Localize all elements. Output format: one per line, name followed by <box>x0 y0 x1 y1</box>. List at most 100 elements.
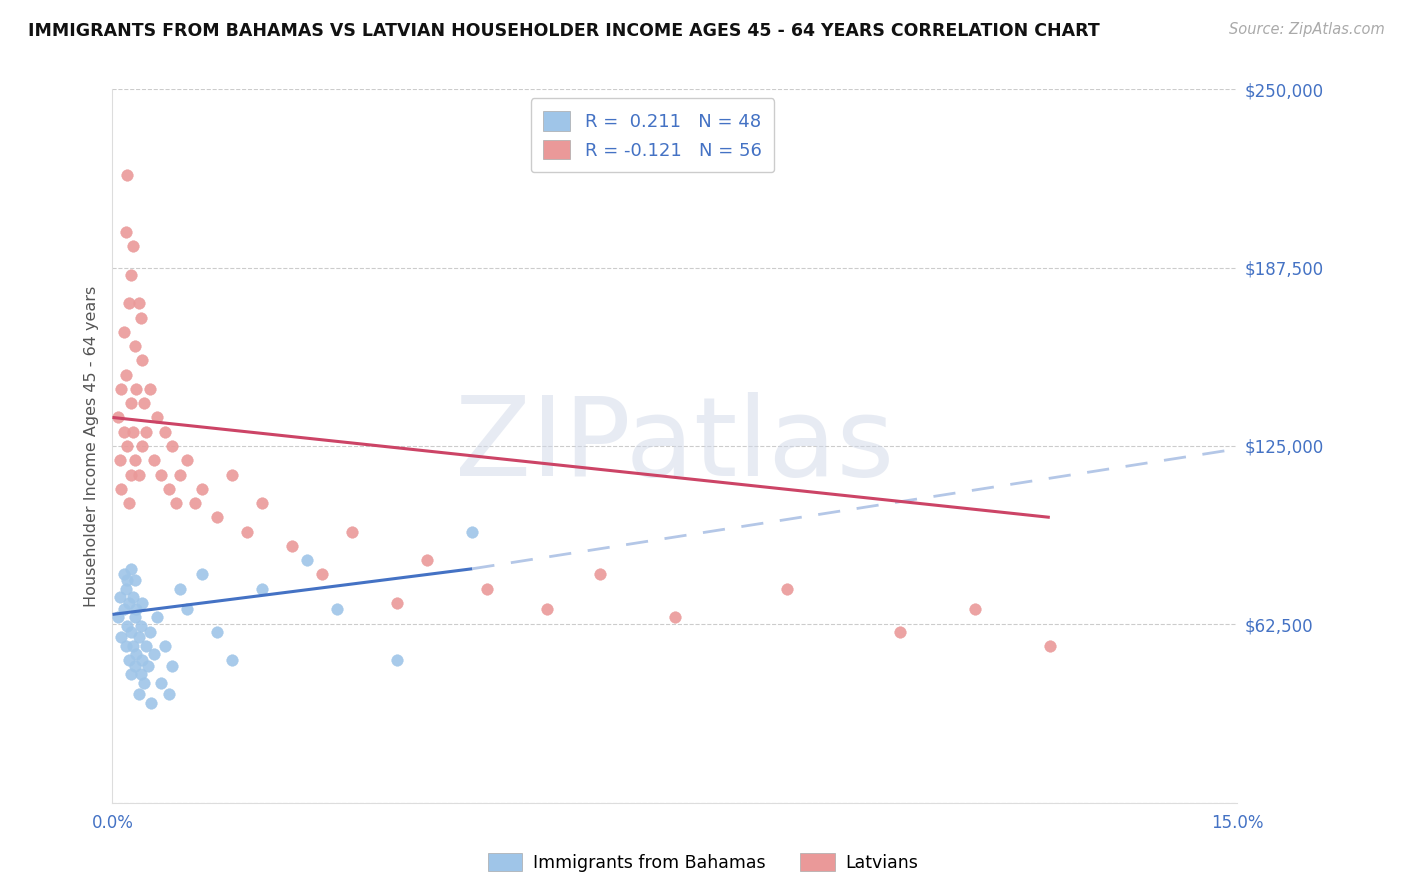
Point <box>176 601 198 615</box>
Point <box>141 696 163 710</box>
Point <box>107 410 129 425</box>
Point <box>125 601 148 615</box>
Point <box>112 567 135 582</box>
Text: IMMIGRANTS FROM BAHAMAS VS LATVIAN HOUSEHOLDER INCOME AGES 45 - 64 YEARS CORRELA: IMMIGRANTS FROM BAHAMAS VS LATVIAN HOUSE… <box>28 22 1099 40</box>
Point <box>115 582 138 596</box>
Point <box>281 539 304 553</box>
Point <box>142 648 165 662</box>
Point <box>132 676 155 690</box>
Point <box>589 567 612 582</box>
Point <box>135 425 157 439</box>
Point <box>311 567 333 582</box>
Point <box>118 596 141 610</box>
Point <box>776 582 799 596</box>
Point <box>120 624 142 639</box>
Point <box>120 467 142 482</box>
Point <box>165 496 187 510</box>
Point <box>150 467 173 482</box>
Point <box>153 639 176 653</box>
Point <box>128 467 150 482</box>
Point <box>461 524 484 539</box>
Point <box>536 601 558 615</box>
Point <box>115 368 138 382</box>
Point <box>131 653 153 667</box>
Point <box>112 325 135 339</box>
Point <box>117 168 139 182</box>
Point <box>129 310 152 325</box>
Legend: R =  0.211   N = 48, R = -0.121   N = 56: R = 0.211 N = 48, R = -0.121 N = 56 <box>530 98 775 172</box>
Point <box>252 582 274 596</box>
Point <box>110 482 132 496</box>
Point <box>118 296 141 310</box>
Point <box>387 596 409 610</box>
Point <box>129 619 152 633</box>
Point <box>129 667 152 681</box>
Point <box>107 610 129 624</box>
Point <box>118 496 141 510</box>
Point <box>120 667 142 681</box>
Text: Source: ZipAtlas.com: Source: ZipAtlas.com <box>1229 22 1385 37</box>
Point <box>128 630 150 644</box>
Point <box>122 425 145 439</box>
Point <box>128 687 150 701</box>
Point <box>191 482 214 496</box>
Point <box>117 573 139 587</box>
Point <box>110 630 132 644</box>
Point <box>124 658 146 673</box>
Point <box>132 396 155 410</box>
Point <box>118 653 141 667</box>
Point <box>169 582 191 596</box>
Point <box>128 296 150 310</box>
Point <box>176 453 198 467</box>
Text: ZIPatlas: ZIPatlas <box>456 392 894 500</box>
Point <box>124 610 146 624</box>
Point <box>252 496 274 510</box>
Point <box>326 601 349 615</box>
Point <box>150 676 173 690</box>
Point <box>120 562 142 576</box>
Point <box>297 553 319 567</box>
Point <box>122 591 145 605</box>
Point <box>117 439 139 453</box>
Point <box>963 601 986 615</box>
Point <box>146 610 169 624</box>
Point <box>122 639 145 653</box>
Point <box>191 567 214 582</box>
Point <box>342 524 364 539</box>
Point <box>117 619 139 633</box>
Point <box>115 225 138 239</box>
Point <box>124 453 146 467</box>
Point <box>221 653 243 667</box>
Point <box>120 396 142 410</box>
Point <box>664 610 686 624</box>
Point <box>162 439 184 453</box>
Point <box>115 639 138 653</box>
Point <box>169 467 191 482</box>
Point <box>221 467 243 482</box>
Point <box>108 591 131 605</box>
Point <box>416 553 439 567</box>
Point <box>124 339 146 353</box>
Point <box>112 425 135 439</box>
Point <box>477 582 499 596</box>
Point <box>207 624 229 639</box>
Point <box>120 268 142 282</box>
Point <box>124 573 146 587</box>
Point <box>157 482 180 496</box>
Point <box>139 624 162 639</box>
Point <box>139 382 162 396</box>
Point <box>131 353 153 368</box>
Point <box>122 239 145 253</box>
Y-axis label: Householder Income Ages 45 - 64 years: Householder Income Ages 45 - 64 years <box>84 285 100 607</box>
Point <box>131 596 153 610</box>
Point <box>125 648 148 662</box>
Legend: Immigrants from Bahamas, Latvians: Immigrants from Bahamas, Latvians <box>481 847 925 879</box>
Point <box>138 658 160 673</box>
Point <box>1039 639 1062 653</box>
Point <box>112 601 135 615</box>
Point <box>108 453 131 467</box>
Point <box>162 658 184 673</box>
Point <box>387 653 409 667</box>
Point <box>125 382 148 396</box>
Point <box>110 382 132 396</box>
